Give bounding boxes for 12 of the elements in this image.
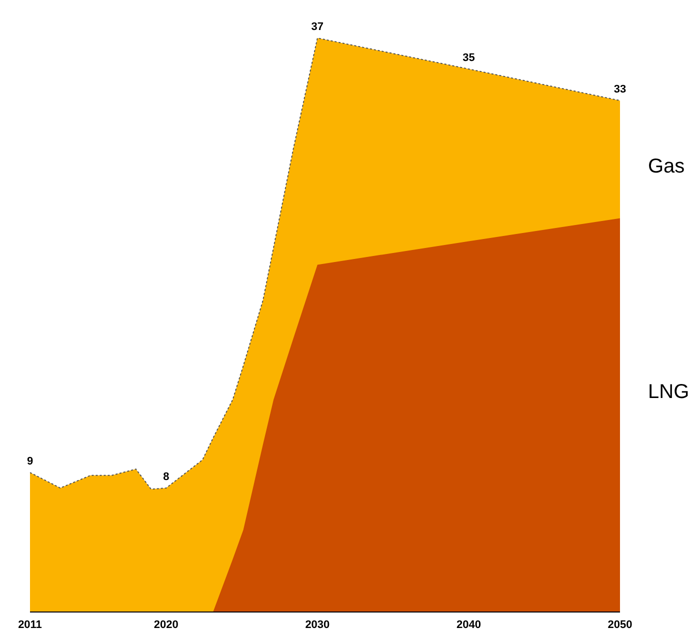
x-tick-label: 2050 bbox=[608, 618, 632, 631]
annotation: 35 bbox=[462, 52, 475, 64]
x-tick-label: 2020 bbox=[154, 618, 178, 631]
annotation: 8 bbox=[163, 471, 170, 484]
x-tick-label: 2040 bbox=[456, 618, 481, 631]
annotation: 9 bbox=[26, 456, 34, 468]
series-label: LNG bbox=[648, 381, 690, 404]
series-label: Gas bbox=[648, 156, 685, 178]
x-tick-label: 2030 bbox=[305, 618, 330, 631]
annotation: 37 bbox=[311, 21, 324, 33]
annotation: 33 bbox=[614, 84, 626, 96]
x-tick-label: 2011 bbox=[18, 618, 42, 631]
